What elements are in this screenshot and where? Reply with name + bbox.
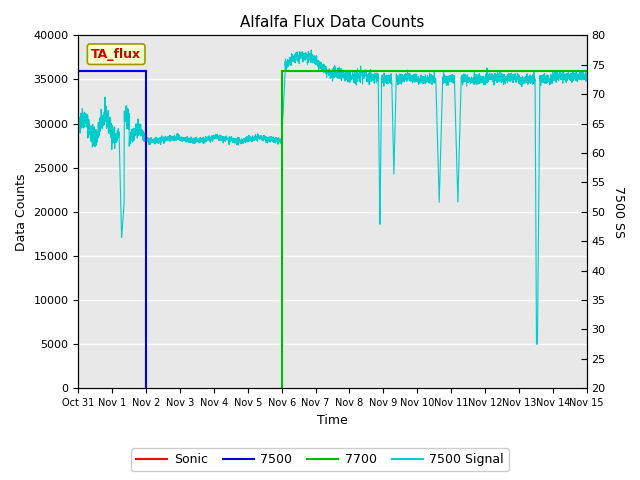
Y-axis label: 7500 SS: 7500 SS [612, 186, 625, 238]
Y-axis label: Data Counts: Data Counts [15, 173, 28, 251]
X-axis label: Time: Time [317, 414, 348, 427]
Text: TA_flux: TA_flux [91, 48, 141, 60]
Legend: Sonic, 7500, 7700, 7500 Signal: Sonic, 7500, 7700, 7500 Signal [131, 448, 509, 471]
Title: Alfalfa Flux Data Counts: Alfalfa Flux Data Counts [240, 15, 425, 30]
